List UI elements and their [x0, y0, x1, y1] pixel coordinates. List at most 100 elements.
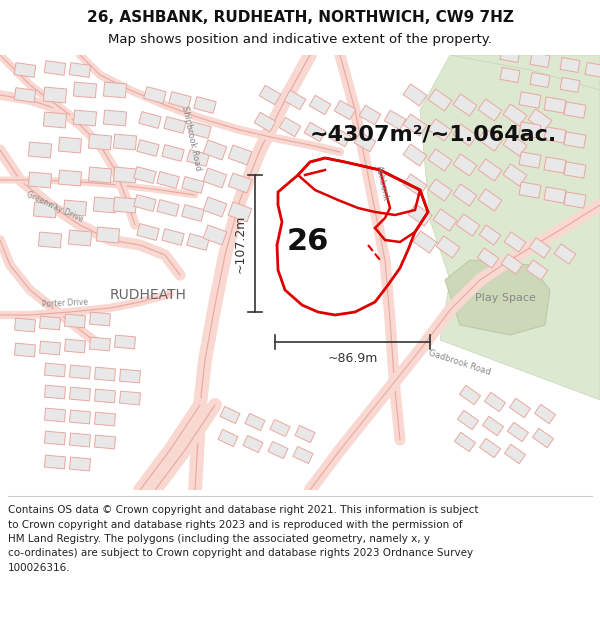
Polygon shape — [403, 84, 427, 106]
Polygon shape — [113, 197, 137, 213]
Text: 26: 26 — [287, 228, 329, 256]
Polygon shape — [94, 197, 116, 213]
Polygon shape — [564, 102, 586, 118]
Polygon shape — [65, 339, 85, 353]
Polygon shape — [58, 137, 82, 153]
Polygon shape — [65, 314, 85, 328]
Polygon shape — [268, 441, 288, 459]
Text: Contains OS data © Crown copyright and database right 2021. This information is : Contains OS data © Crown copyright and d… — [8, 505, 479, 515]
Polygon shape — [478, 129, 502, 151]
Polygon shape — [535, 404, 556, 424]
Polygon shape — [519, 182, 541, 198]
Polygon shape — [519, 152, 541, 168]
Polygon shape — [477, 248, 499, 268]
Polygon shape — [408, 204, 432, 226]
Text: Gadbrook Road: Gadbrook Road — [428, 349, 492, 377]
Polygon shape — [354, 132, 376, 152]
Polygon shape — [293, 446, 313, 464]
Polygon shape — [28, 172, 52, 188]
Polygon shape — [88, 167, 112, 183]
Polygon shape — [14, 88, 36, 103]
Polygon shape — [14, 343, 35, 357]
Polygon shape — [500, 68, 520, 82]
Polygon shape — [450, 55, 600, 90]
Polygon shape — [453, 94, 477, 116]
Polygon shape — [203, 140, 227, 160]
Polygon shape — [162, 229, 184, 246]
Polygon shape — [28, 142, 52, 158]
Polygon shape — [182, 204, 204, 221]
Polygon shape — [203, 225, 227, 245]
Polygon shape — [115, 335, 136, 349]
Polygon shape — [73, 110, 97, 126]
Polygon shape — [453, 154, 477, 176]
Polygon shape — [44, 385, 65, 399]
Polygon shape — [304, 122, 326, 142]
Polygon shape — [44, 455, 65, 469]
Polygon shape — [203, 197, 227, 217]
Polygon shape — [295, 426, 315, 442]
Polygon shape — [479, 438, 500, 458]
Polygon shape — [164, 117, 186, 133]
Polygon shape — [544, 187, 566, 203]
Polygon shape — [560, 78, 580, 92]
Polygon shape — [187, 149, 209, 166]
Polygon shape — [503, 104, 527, 126]
Polygon shape — [544, 127, 566, 143]
Polygon shape — [70, 410, 91, 424]
Polygon shape — [189, 122, 211, 138]
Polygon shape — [403, 174, 427, 196]
Polygon shape — [460, 386, 481, 404]
Polygon shape — [69, 62, 91, 78]
Polygon shape — [137, 139, 159, 156]
Polygon shape — [454, 432, 476, 452]
Polygon shape — [509, 398, 530, 418]
Polygon shape — [73, 82, 97, 98]
Text: to Crown copyright and database rights 2023 and is reproduced with the permissio: to Crown copyright and database rights 2… — [8, 519, 463, 529]
Polygon shape — [564, 192, 586, 208]
Polygon shape — [95, 367, 115, 381]
Polygon shape — [44, 61, 66, 76]
Polygon shape — [479, 225, 501, 245]
Polygon shape — [228, 202, 252, 222]
Polygon shape — [95, 435, 115, 449]
Polygon shape — [14, 318, 35, 332]
Polygon shape — [436, 236, 460, 258]
Polygon shape — [564, 162, 586, 178]
Polygon shape — [169, 92, 191, 108]
Polygon shape — [40, 316, 61, 330]
Polygon shape — [478, 159, 502, 181]
Polygon shape — [220, 406, 240, 424]
Polygon shape — [505, 444, 526, 464]
Text: Greenway Drive: Greenway Drive — [25, 190, 85, 224]
Polygon shape — [284, 90, 306, 110]
Text: ~86.9m: ~86.9m — [328, 352, 377, 365]
Text: Map shows position and indicative extent of the property.: Map shows position and indicative extent… — [108, 32, 492, 46]
Polygon shape — [453, 124, 477, 146]
Polygon shape — [403, 144, 427, 166]
Polygon shape — [445, 260, 550, 335]
Polygon shape — [113, 167, 137, 183]
Text: co-ordinates) are subject to Crown copyright and database rights 2023 Ordnance S: co-ordinates) are subject to Crown copyr… — [8, 549, 473, 559]
Polygon shape — [38, 232, 62, 248]
Polygon shape — [585, 62, 600, 78]
Polygon shape — [554, 244, 576, 264]
Polygon shape — [508, 422, 529, 442]
Polygon shape — [119, 391, 140, 405]
Polygon shape — [456, 214, 480, 236]
Polygon shape — [329, 127, 351, 147]
Polygon shape — [89, 337, 110, 351]
Polygon shape — [503, 134, 527, 156]
Polygon shape — [134, 194, 156, 211]
Polygon shape — [428, 149, 452, 171]
Polygon shape — [259, 85, 281, 105]
Polygon shape — [503, 164, 527, 186]
Polygon shape — [203, 168, 227, 188]
Polygon shape — [309, 95, 331, 115]
Polygon shape — [218, 429, 238, 447]
Polygon shape — [254, 112, 276, 132]
Polygon shape — [482, 416, 503, 436]
Polygon shape — [544, 157, 566, 173]
Polygon shape — [544, 97, 566, 113]
Polygon shape — [560, 58, 580, 72]
